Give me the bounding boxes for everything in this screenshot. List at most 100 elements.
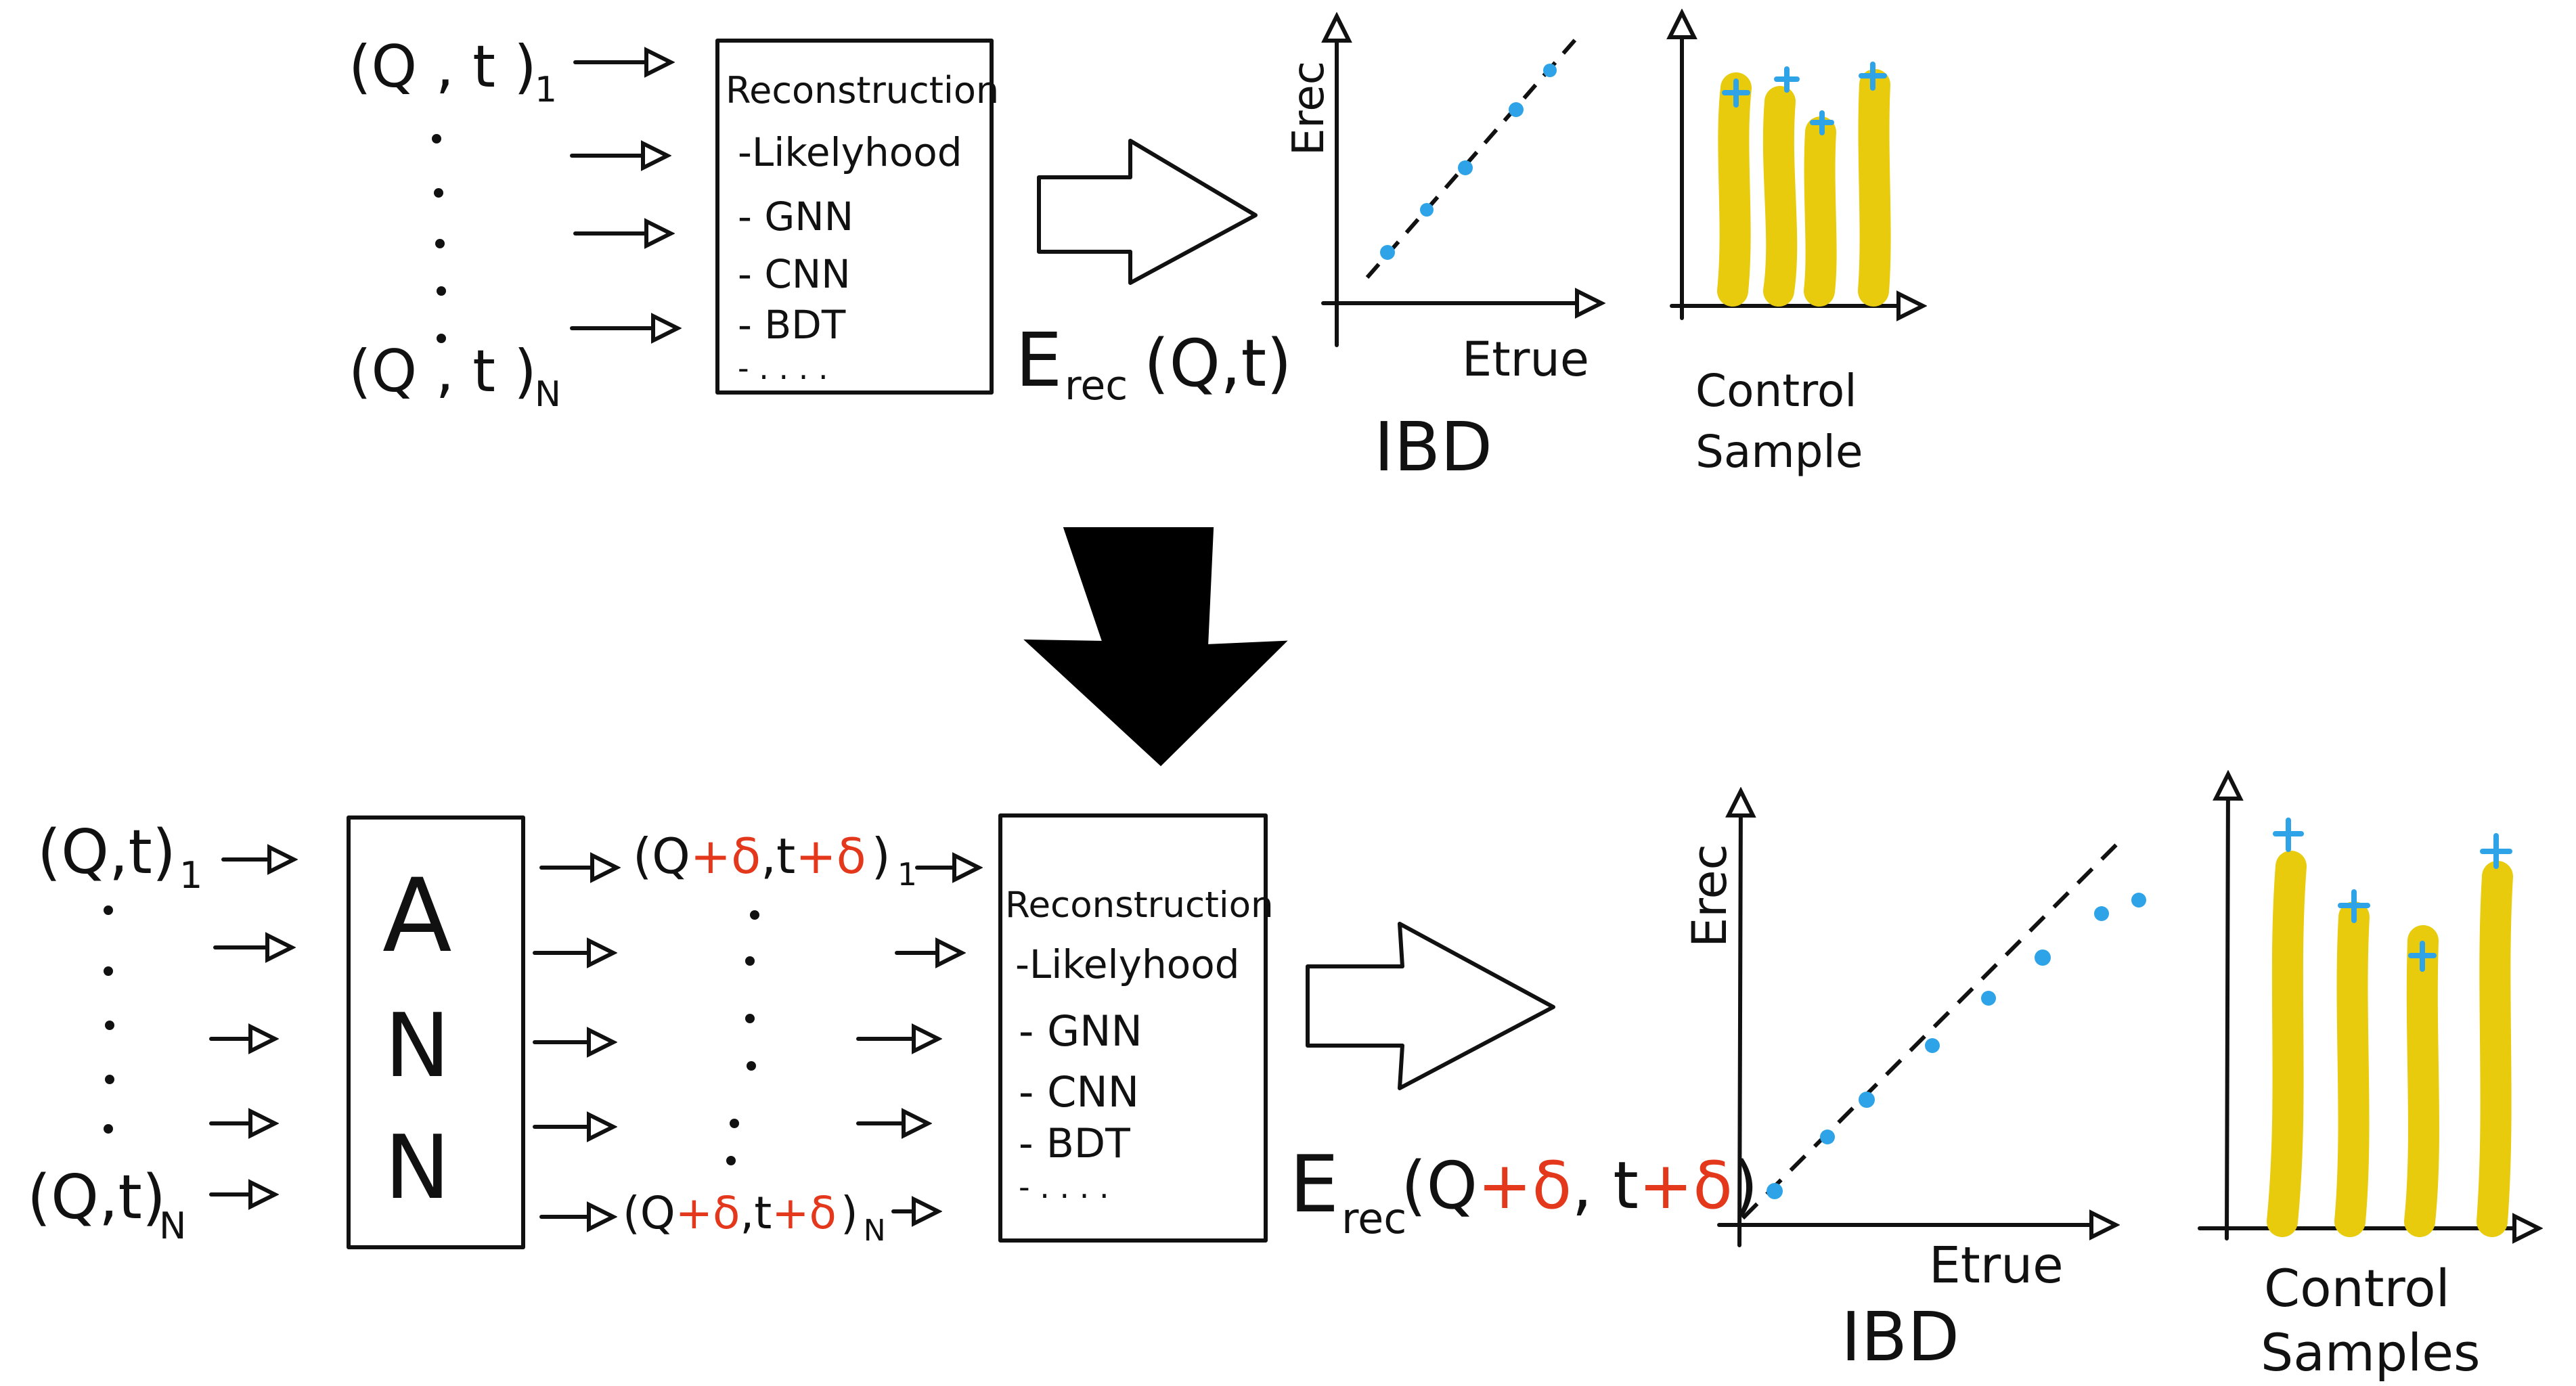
data-point — [1981, 991, 1996, 1006]
y-axis — [2227, 778, 2228, 1240]
bottom-process-arrow — [1306, 922, 1555, 1090]
reference-marker — [1859, 62, 1887, 91]
reference-marker — [2480, 833, 2512, 869]
plot-caption: IBD — [1374, 407, 1492, 487]
control-caption: Sample — [1695, 426, 1863, 478]
control-bar — [1762, 86, 1798, 307]
ellipsis-dot — [105, 1075, 114, 1084]
bottom-input-last: (Q,t) — [27, 1162, 166, 1233]
x-axis-label: Etrue — [1462, 332, 1589, 387]
reco-item: - CNN — [1019, 1067, 1139, 1117]
ann-box: A N N — [347, 815, 525, 1249]
top-input-first-sub: 1 — [535, 70, 557, 110]
plot-caption: IBD — [1841, 1297, 1959, 1377]
data-point — [2094, 906, 2109, 921]
reference-marker — [2338, 889, 2370, 923]
ellipsis-dot — [435, 239, 445, 248]
ellipsis-dot — [730, 1119, 739, 1128]
control-caption: Control — [2264, 1258, 2450, 1318]
reco-title: Reconstruction — [1005, 885, 1274, 926]
ann-letter: N — [384, 994, 450, 1097]
data-point — [1859, 1092, 1875, 1108]
ellipsis-dot — [747, 1061, 756, 1071]
y-axis — [1739, 795, 1741, 1247]
erec-sub: rec — [1341, 1194, 1406, 1243]
top-input-arrows — [570, 62, 673, 328]
bottom-input-arrows — [209, 859, 290, 1194]
top-control-sample: Control Sample — [1672, 17, 1919, 478]
data-point — [1767, 1183, 1783, 1199]
perturbed-first: (Q+δ,t+δ) 1 — [633, 828, 917, 893]
erec-args: (Q+δ, t+δ) — [1401, 1148, 1758, 1224]
top-erec-label: E rec (Q,t) — [1015, 317, 1292, 409]
control-bar — [2267, 851, 2307, 1237]
y-axis-label: Erec — [1682, 844, 1737, 947]
ann-letter: N — [384, 1116, 450, 1219]
ellipsis-dot — [726, 1156, 736, 1165]
control-bar — [2477, 861, 2513, 1237]
ellipsis-dot — [437, 334, 446, 343]
bottom-input-first-sub: 1 — [179, 854, 202, 897]
transition-arrow — [1023, 527, 1288, 767]
top-input-last: (Q , t ) — [349, 338, 537, 405]
ellipsis-dot — [437, 286, 446, 296]
top-reconstruction-box: Reconstruction -Likelyhood - GNN - CNN -… — [715, 39, 999, 395]
control-bar — [1858, 69, 1891, 307]
reco-item: - . . . . — [1019, 1169, 1109, 1205]
bottom-reconstruction-box: Reconstruction -Likelyhood - GNN - CNN -… — [998, 813, 1274, 1243]
data-point — [1820, 1130, 1835, 1144]
identity-line — [1741, 841, 2120, 1220]
reco-item: - BDT — [1019, 1120, 1130, 1167]
data-point — [1543, 64, 1557, 77]
ellipsis-dot — [104, 1124, 113, 1134]
bottom-erec-label: E rec (Q+δ, t+δ) — [1289, 1139, 1758, 1243]
data-point — [1380, 245, 1395, 260]
control-bar — [2334, 901, 2370, 1237]
control-bar — [2404, 925, 2439, 1237]
erec-main: E — [1015, 317, 1063, 403]
ellipsis-dot — [434, 188, 443, 198]
control-bar — [1717, 72, 1752, 307]
data-point — [1458, 160, 1473, 175]
control-caption: Samples — [2261, 1322, 2481, 1383]
reco-item: -Likelyhood — [1015, 941, 1240, 987]
reco-item: - GNN — [738, 194, 853, 240]
control-bar — [1804, 116, 1837, 307]
reference-marker — [2408, 941, 2437, 972]
erec-main: E — [1289, 1139, 1339, 1230]
erec-args: (Q,t) — [1144, 326, 1292, 401]
data-point — [1925, 1038, 1940, 1053]
ann-letter: A — [382, 857, 452, 975]
bottom-input-last-sub: N — [159, 1205, 186, 1247]
reference-marker — [2273, 818, 2304, 852]
reco-item: -Likelyhood — [738, 129, 962, 175]
perturbed-inputs: (Q+δ,t+δ) 1 (Q+δ,t+δ) N — [623, 828, 917, 1248]
ellipsis-dot — [105, 1021, 114, 1030]
y-axis-label: Erec — [1284, 61, 1334, 156]
erec-sub: rec — [1065, 362, 1128, 409]
ellipsis-dot — [432, 134, 441, 143]
data-point — [2131, 893, 2146, 908]
bottom-inputs: (Q,t) 1 (Q,t) N — [27, 817, 202, 1247]
data-point — [2035, 949, 2051, 966]
top-input-first: (Q , t ) — [349, 33, 537, 101]
reference-marker — [1810, 110, 1834, 135]
ellipsis-dot — [745, 956, 755, 966]
reco-item: - CNN — [738, 251, 851, 297]
box-frame — [715, 39, 994, 395]
top-ibd-plot: Erec Etrue IBD — [1284, 20, 1597, 487]
bottom-ibd-plot: Erec Etrue IBD — [1682, 795, 2146, 1377]
ellipsis-dot — [104, 966, 113, 976]
ann-output-arrows — [533, 868, 613, 1217]
top-process-arrow — [1037, 139, 1258, 285]
top-input-last-sub: N — [535, 374, 561, 415]
ellipsis-dot — [104, 906, 113, 915]
bottom-input-first: (Q,t) — [37, 817, 176, 888]
box-frame — [998, 813, 1268, 1243]
ellipsis-dot — [745, 1014, 755, 1023]
ellipsis-dot — [750, 910, 759, 920]
data-point — [1420, 203, 1434, 217]
x-axis-label: Etrue — [1929, 1236, 2064, 1295]
reference-marker — [1774, 66, 1800, 93]
